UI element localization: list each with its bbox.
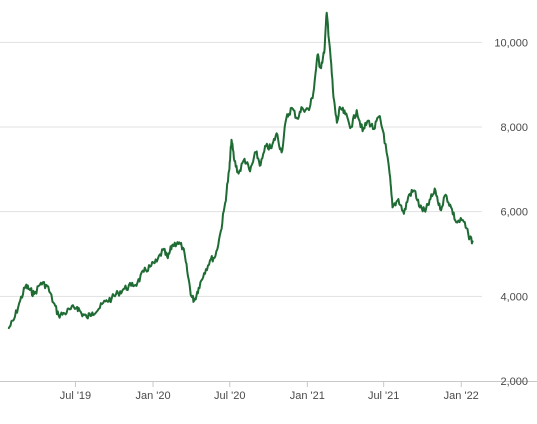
x-tick-label: Jul '19 [60,390,91,402]
x-tick-label: Jan '22 [444,390,479,402]
x-tick-label: Jul '20 [214,390,245,402]
x-axis [0,381,537,387]
y-tick-label: 4,000 [500,291,528,303]
x-tick-label: Jul '21 [368,390,399,402]
y-tick-label: 6,000 [500,207,528,219]
x-tick-label: Jan '21 [290,390,325,402]
y-axis-tick-labels: 2,000 4,000 6,000 8,000 10,000 [494,37,528,388]
series-layer [7,11,474,330]
x-axis-tick-labels: Jul '19 Jan '20 Jul '20 Jan '21 Jul '21 Jan '… [60,390,479,402]
y-tick-label: 10,000 [494,37,528,49]
series-line [7,11,474,330]
y-tick-label: 8,000 [500,122,528,134]
x-tick-label: Jan '20 [135,390,170,402]
y-tick-label: 2,000 [500,376,528,388]
gridlines [0,41,482,297]
